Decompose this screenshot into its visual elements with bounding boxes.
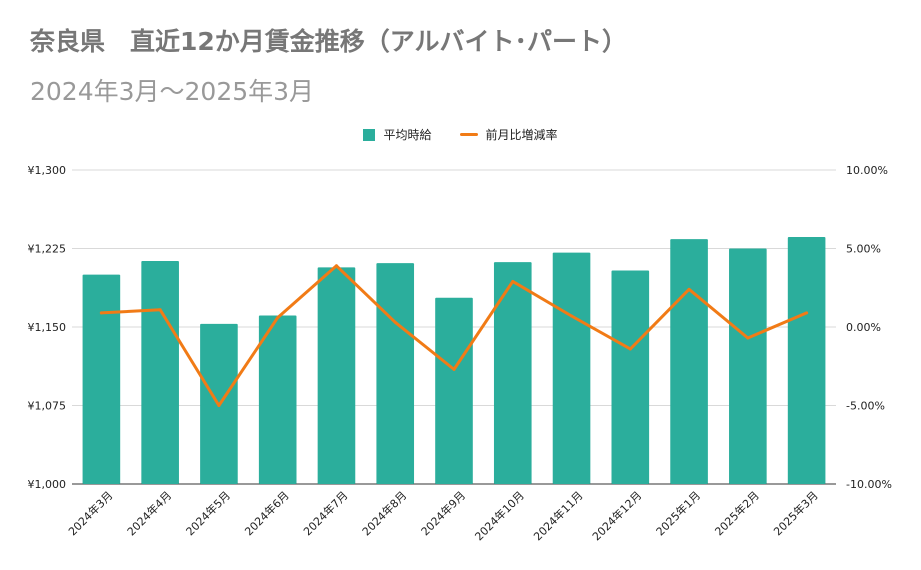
bar xyxy=(670,239,708,484)
bar xyxy=(493,262,532,484)
legend-item-change: 前月比増減率 xyxy=(459,126,558,143)
bar xyxy=(552,252,591,484)
x-axis-tick-label: 2024年12月 xyxy=(589,488,644,543)
legend-label-wage: 平均時給 xyxy=(383,128,432,142)
line-point xyxy=(217,404,221,407)
x-axis-tick-label: 2024年5月 xyxy=(183,488,233,538)
bar xyxy=(376,263,415,484)
x-axis-tick-label: 2024年7月 xyxy=(300,488,350,538)
bar xyxy=(729,248,767,484)
x-axis-tick-label: 2024年9月 xyxy=(418,488,468,538)
line-point xyxy=(334,264,338,268)
line-point xyxy=(570,314,574,318)
chart-subtitle: 2024年3月～2025年3月 xyxy=(30,77,315,106)
x-axis-tick-label: 2025年3月 xyxy=(771,488,821,538)
bar xyxy=(82,274,121,484)
x-axis-tick-label: 2024年11月 xyxy=(531,488,586,543)
bar xyxy=(435,297,473,484)
line-point xyxy=(276,316,280,320)
bar xyxy=(787,236,826,484)
bar xyxy=(317,267,356,484)
chart-title: 奈良県 直近12か月賃金推移（アルバイト･パート） xyxy=(30,27,628,56)
left-axis-tick-label: ¥1,225 xyxy=(28,243,67,256)
line-point xyxy=(99,311,103,315)
bar xyxy=(258,315,297,484)
line-point xyxy=(746,336,750,340)
line-point xyxy=(687,287,691,291)
line-point xyxy=(393,320,397,324)
left-axis-tick-label: ¥1,300 xyxy=(28,164,67,177)
legend-line-swatch xyxy=(459,133,478,136)
x-axis-tick-label: 2024年6月 xyxy=(242,488,292,538)
x-axis-tick-label: 2025年2月 xyxy=(712,488,762,538)
line-point xyxy=(628,347,632,351)
left-axis-tick-label: ¥1,150 xyxy=(28,321,67,334)
line-point xyxy=(452,367,456,371)
x-axis-tick-label: 2024年3月 xyxy=(65,488,115,538)
legend-label-change: 前月比増減率 xyxy=(485,128,558,142)
legend-item-wage: 平均時給 xyxy=(363,126,432,143)
right-axis-tick-label: 10.00% xyxy=(846,164,888,177)
right-axis-tick-label: -5.00% xyxy=(846,400,885,413)
x-axis-tick-label: 2024年4月 xyxy=(124,488,174,538)
right-axis-tick-label: -10.00% xyxy=(846,478,892,491)
left-axis-tick-label: ¥1,000 xyxy=(28,478,67,491)
x-axis-tick-label: 2025年1月 xyxy=(653,488,703,538)
x-axis-tick-label: 2024年8月 xyxy=(359,488,409,538)
bar xyxy=(611,270,650,484)
right-axis-tick-label: 0.00% xyxy=(846,321,881,334)
right-axis-tick-label: 5.00% xyxy=(846,243,881,256)
legend-bar-swatch xyxy=(363,128,376,141)
line-point xyxy=(805,311,809,315)
line-point xyxy=(158,308,162,312)
legend: 平均時給 前月比増減率 xyxy=(0,126,921,143)
bar xyxy=(141,261,179,484)
line-point xyxy=(511,279,515,283)
left-axis-tick-label: ¥1,075 xyxy=(28,400,67,413)
x-axis-tick-label: 2024年10月 xyxy=(472,488,527,543)
